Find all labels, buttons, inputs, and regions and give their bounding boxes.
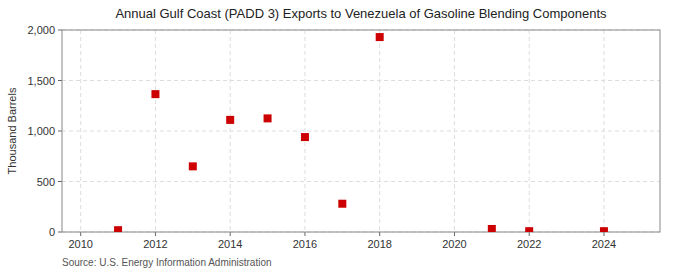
tick-mark <box>80 232 81 236</box>
point <box>376 33 384 41</box>
point <box>189 162 197 170</box>
point <box>301 133 309 141</box>
tick-label: 2016 <box>293 238 317 250</box>
tick-label: 1,000 <box>27 125 55 137</box>
grid-line <box>80 30 81 232</box>
tick-mark <box>454 232 455 236</box>
source-note: Source: U.S. Energy Information Administ… <box>62 257 272 268</box>
chart: 0 500 1,000 1,500 2,000 2010 2012 2014 2016 2018 2… <box>0 0 675 275</box>
tick-label: 2010 <box>68 238 92 250</box>
tick-label: 2,000 <box>27 24 55 36</box>
grid <box>62 30 660 232</box>
tick-mark <box>58 30 62 31</box>
y-axis-label: Thousand Barrels <box>6 87 18 174</box>
grid-line <box>603 30 604 232</box>
point <box>338 200 346 208</box>
tick-mark <box>58 80 62 81</box>
grid-line <box>62 80 660 81</box>
point <box>226 116 234 124</box>
tick-label: 500 <box>37 176 55 188</box>
tick-mark <box>58 131 62 132</box>
grid-line <box>304 30 305 232</box>
tick-mark <box>58 232 62 233</box>
tick-mark <box>379 232 380 236</box>
tick-mark <box>304 232 305 236</box>
tick-label: 2014 <box>218 238 242 250</box>
tick-label: 1,500 <box>27 75 55 87</box>
tick-mark <box>230 232 231 236</box>
tick-label: 2022 <box>517 238 541 250</box>
points <box>114 33 608 232</box>
tick-mark <box>155 232 156 236</box>
tick-mark <box>603 232 604 236</box>
grid-line <box>62 181 660 182</box>
grid-line <box>379 30 380 232</box>
grid-line <box>62 131 660 132</box>
title: Annual Gulf Coast (PADD 3) Exports to Ve… <box>115 6 607 21</box>
point <box>600 227 608 232</box>
point <box>525 227 533 232</box>
point <box>264 114 272 122</box>
grid-line <box>230 30 231 232</box>
tick-label: 2018 <box>367 238 391 250</box>
point <box>114 226 122 232</box>
grid-line <box>155 30 156 232</box>
point <box>151 90 159 98</box>
plot-frame <box>62 30 660 232</box>
tick-label: 2012 <box>143 238 167 250</box>
tick-mark <box>58 181 62 182</box>
grid-line <box>529 30 530 232</box>
tick-label: 2020 <box>442 238 466 250</box>
axes: 0 500 1,000 1,500 2,000 2010 2012 2014 2016 2018 2… <box>27 24 660 250</box>
tick-label: 2024 <box>592 238 616 250</box>
tick-label: 0 <box>49 226 55 238</box>
tick-mark <box>529 232 530 236</box>
grid-line <box>454 30 455 232</box>
point <box>488 225 496 232</box>
